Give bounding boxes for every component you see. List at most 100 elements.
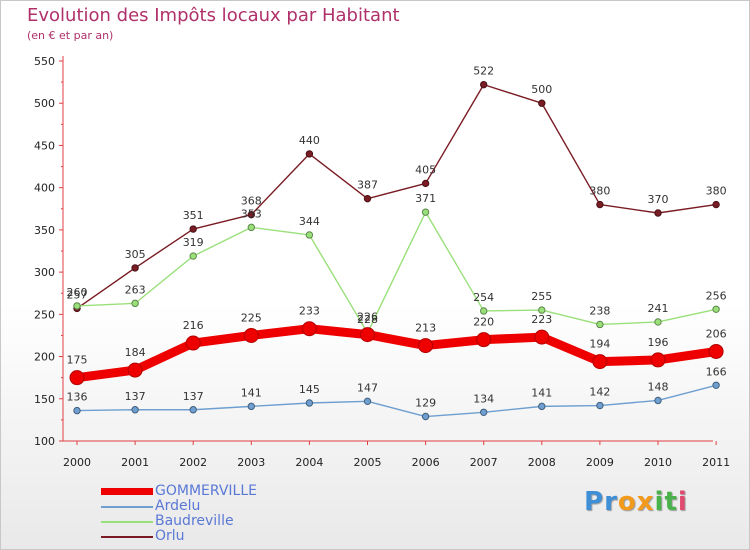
data-point-ardelu bbox=[73, 406, 81, 415]
data-point-ardelu bbox=[596, 401, 604, 410]
y-tick-label: 250 bbox=[34, 308, 55, 321]
data-point-orlu bbox=[305, 150, 314, 158]
logo-letter: P bbox=[584, 487, 605, 517]
data-label-baudreville: 254 bbox=[473, 291, 494, 304]
data-point-orlu bbox=[654, 209, 662, 217]
data-label-ardelu: 166 bbox=[706, 365, 727, 378]
y-tick-label: 500 bbox=[34, 97, 55, 110]
series-line-ardelu bbox=[76, 384, 717, 418]
data-point-baudreville bbox=[189, 252, 197, 260]
logo-letter: i bbox=[654, 487, 665, 517]
data-label-baudreville: 353 bbox=[241, 207, 262, 220]
data-label-baudreville: 319 bbox=[183, 236, 204, 249]
data-point-baudreville bbox=[538, 306, 546, 314]
data-point-gommerville bbox=[360, 327, 375, 343]
data-label-orlu: 370 bbox=[648, 193, 669, 206]
data-label-ardelu: 142 bbox=[589, 386, 610, 399]
data-point-gommerville bbox=[476, 332, 492, 348]
data-label-orlu: 351 bbox=[183, 209, 204, 222]
data-point-orlu bbox=[712, 200, 720, 209]
data-label-baudreville: 255 bbox=[531, 290, 552, 303]
data-point-ardelu bbox=[712, 381, 720, 389]
data-point-ardelu bbox=[538, 402, 546, 411]
y-tick-label: 400 bbox=[34, 182, 55, 195]
logo-letter: x bbox=[636, 487, 655, 517]
data-label-orlu: 305 bbox=[125, 248, 146, 261]
x-tick-label: 2001 bbox=[121, 456, 149, 469]
proxiti-logo: Proxiti bbox=[584, 487, 688, 517]
data-label-orlu: 387 bbox=[357, 179, 378, 192]
y-tick-label: 200 bbox=[34, 351, 55, 364]
x-tick-label: 2009 bbox=[586, 456, 614, 469]
data-point-orlu bbox=[247, 210, 256, 219]
logo-letter: t bbox=[664, 487, 678, 517]
x-tick-label: 2011 bbox=[702, 456, 730, 469]
data-label-gommerville: 196 bbox=[648, 336, 669, 349]
logo-letter: i bbox=[677, 487, 688, 517]
data-point-gommerville bbox=[243, 327, 259, 343]
data-point-gommerville bbox=[69, 370, 85, 386]
data-label-gommerville: 206 bbox=[706, 327, 727, 340]
data-label-gommerville: 184 bbox=[125, 346, 146, 359]
data-point-gommerville bbox=[708, 343, 724, 359]
data-point-ardelu bbox=[421, 412, 430, 421]
data-point-orlu bbox=[131, 264, 139, 272]
chart-subtitle: (en € et par an) bbox=[27, 29, 114, 42]
data-label-gommerville: 225 bbox=[241, 311, 262, 324]
data-label-orlu: 500 bbox=[531, 83, 552, 96]
y-tick-label: 450 bbox=[34, 139, 55, 152]
x-tick-label: 2003 bbox=[237, 456, 265, 469]
data-point-orlu bbox=[363, 194, 372, 203]
data-label-gommerville: 194 bbox=[589, 338, 610, 351]
data-label-baudreville: 344 bbox=[299, 215, 320, 228]
data-point-ardelu bbox=[305, 399, 314, 407]
data-point-baudreville bbox=[480, 307, 488, 315]
legend-swatch bbox=[101, 536, 153, 538]
x-tick-label: 2010 bbox=[644, 456, 672, 469]
x-tick-label: 2002 bbox=[179, 456, 207, 469]
y-tick-label: 350 bbox=[34, 224, 55, 237]
series-line-gommerville bbox=[72, 324, 721, 383]
data-label-baudreville: 371 bbox=[415, 192, 436, 205]
data-label-baudreville: 238 bbox=[589, 304, 610, 317]
data-point-orlu bbox=[480, 80, 488, 89]
data-label-orlu: 380 bbox=[589, 185, 610, 198]
data-point-baudreville bbox=[712, 305, 720, 313]
x-tick-label: 2000 bbox=[63, 456, 91, 469]
data-point-gommerville bbox=[127, 362, 143, 378]
data-point-baudreville bbox=[305, 231, 314, 239]
data-label-ardelu: 147 bbox=[357, 381, 378, 394]
series-line-baudreville bbox=[76, 211, 717, 334]
logo-letter: o bbox=[617, 487, 637, 517]
x-tick-label: 2008 bbox=[528, 456, 556, 469]
data-label-gommerville: 175 bbox=[67, 354, 88, 367]
data-label-baudreville: 241 bbox=[648, 302, 669, 315]
x-tick-label: 2006 bbox=[412, 456, 440, 469]
data-point-baudreville bbox=[131, 299, 139, 308]
chart-title: Evolution des Impôts locaux par Habitant bbox=[27, 5, 400, 26]
data-label-orlu: 368 bbox=[241, 195, 262, 208]
data-point-ardelu bbox=[131, 406, 139, 414]
data-point-ardelu bbox=[189, 406, 197, 414]
data-point-ardelu bbox=[480, 408, 488, 416]
data-point-gommerville bbox=[650, 352, 666, 368]
data-label-gommerville: 233 bbox=[299, 305, 320, 318]
data-label-orlu: 380 bbox=[706, 185, 727, 198]
data-label-ardelu: 137 bbox=[125, 390, 146, 403]
data-point-baudreville bbox=[596, 320, 604, 329]
data-label-gommerville: 216 bbox=[183, 319, 204, 332]
data-point-ardelu bbox=[654, 396, 662, 405]
series-line-orlu bbox=[76, 83, 717, 310]
data-point-baudreville bbox=[654, 318, 662, 326]
data-point-baudreville bbox=[247, 223, 256, 232]
data-label-gommerville: 213 bbox=[415, 322, 436, 335]
data-label-ardelu: 129 bbox=[415, 397, 436, 410]
data-label-ardelu: 148 bbox=[648, 380, 669, 393]
data-label-orlu: 257 bbox=[67, 288, 88, 301]
data-point-gommerville bbox=[185, 335, 201, 351]
legend-swatch bbox=[101, 488, 153, 495]
data-label-ardelu: 136 bbox=[67, 391, 88, 404]
data-point-orlu bbox=[189, 225, 197, 233]
data-label-gommerville: 226 bbox=[357, 311, 378, 324]
